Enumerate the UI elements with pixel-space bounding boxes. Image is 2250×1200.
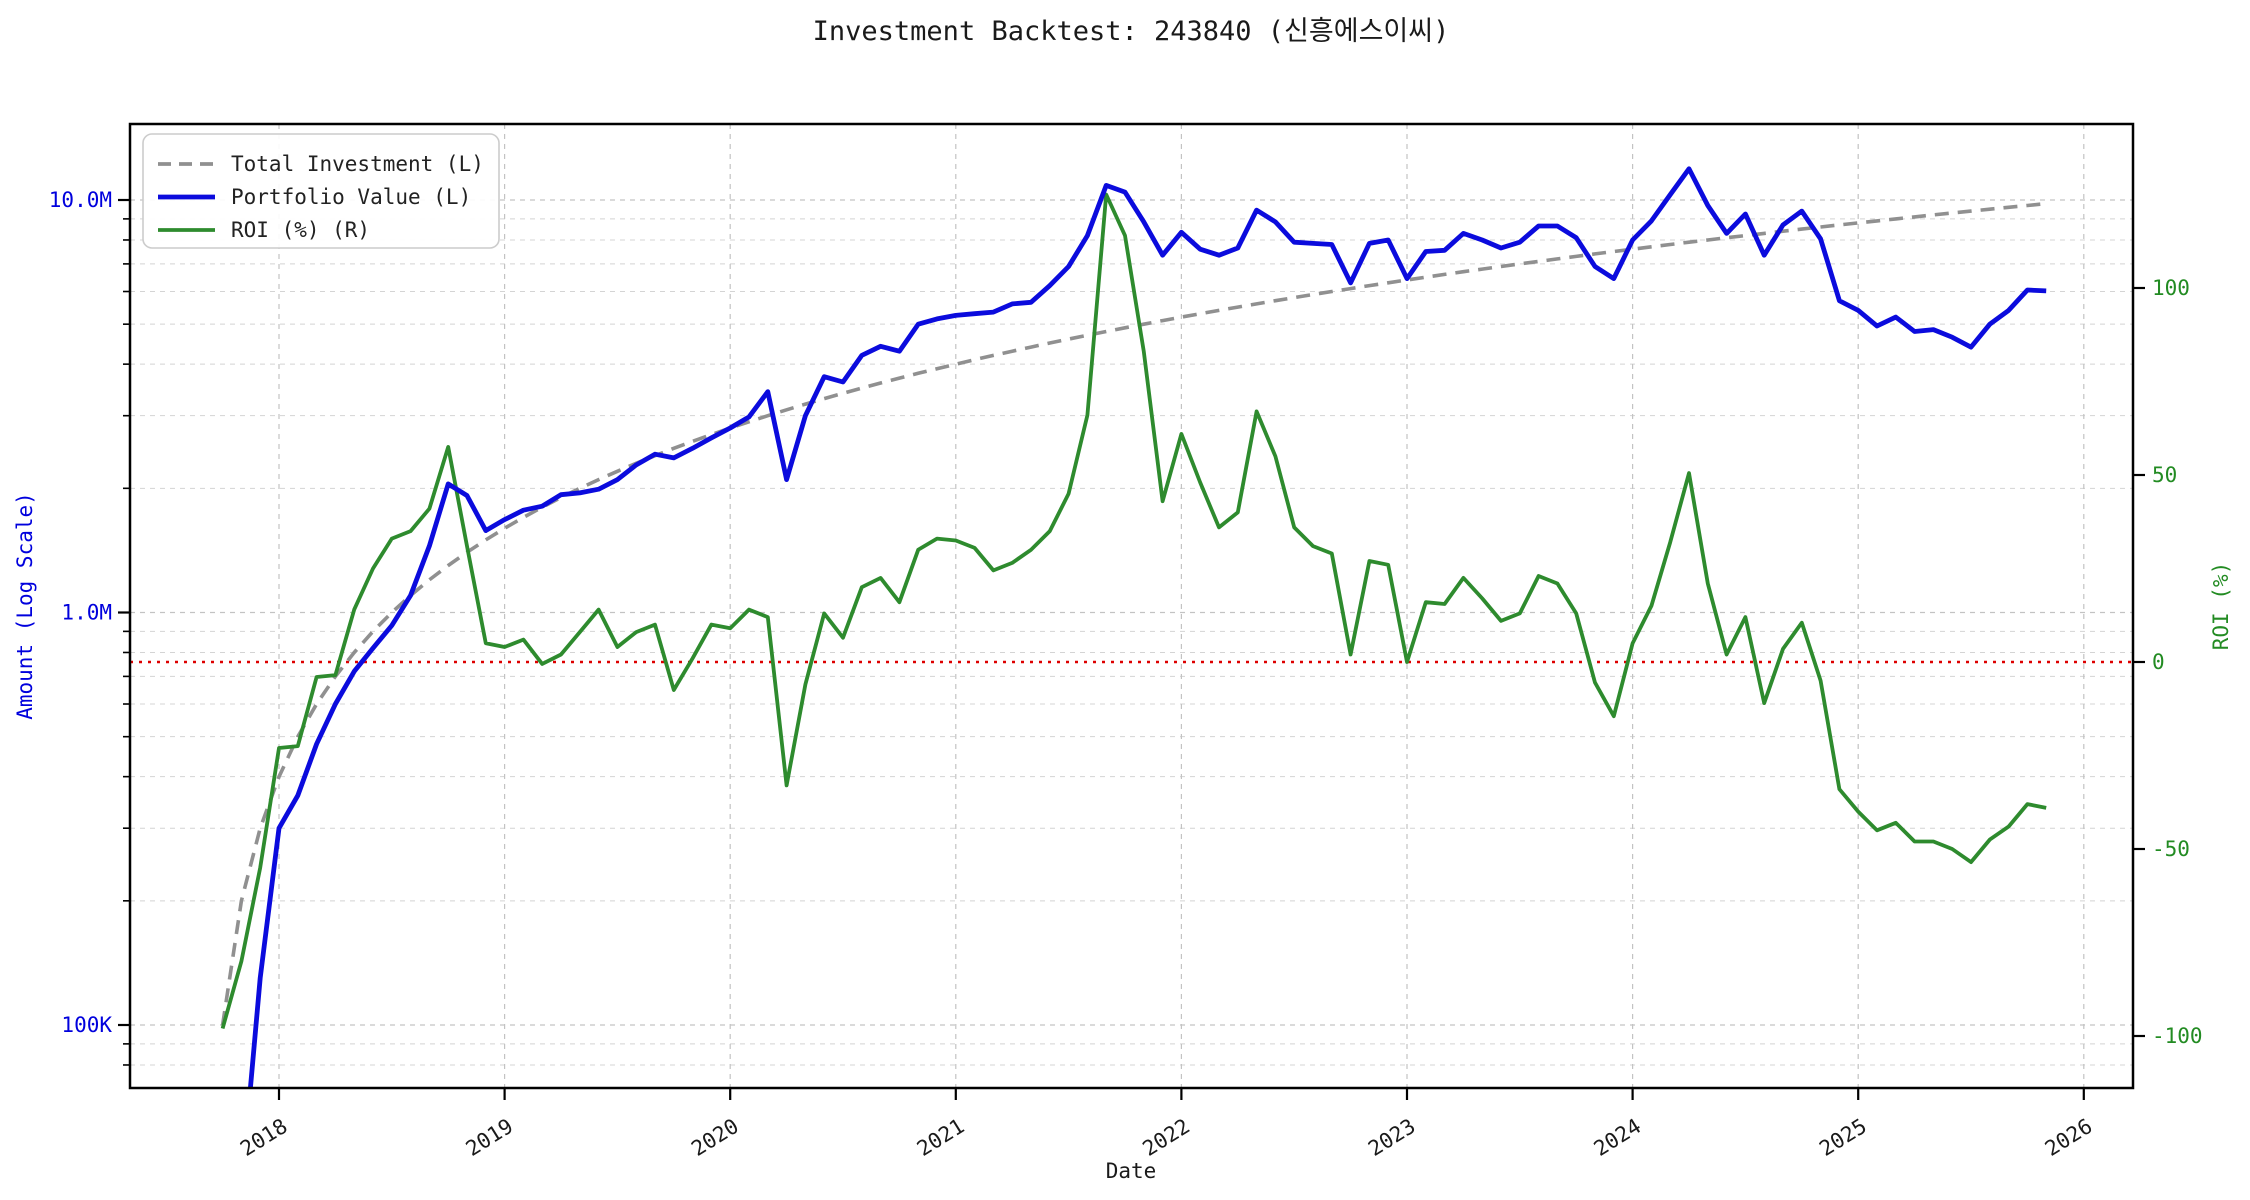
- chart-title: Investment Backtest: 243840 (신흥에스이씨): [813, 16, 1450, 47]
- total-investment-line: [220, 201, 2047, 1026]
- roi-line: [220, 192, 2047, 1030]
- right-tick-label: 100: [2152, 276, 2190, 300]
- left-tick-label: 1.0M: [61, 601, 112, 625]
- x-tick-label: 2020: [687, 1114, 743, 1161]
- x-tick-label: 2026: [2041, 1114, 2097, 1161]
- legend-label: Total Investment (L): [231, 152, 484, 176]
- data-series-layer: [130, 166, 2133, 1088]
- x-tick-label: 2024: [1590, 1114, 1646, 1161]
- axes-layer: [118, 122, 2145, 1100]
- x-tick-label: 2019: [462, 1114, 518, 1161]
- plot-border: [128, 122, 2135, 1090]
- legend-box: [142, 133, 500, 249]
- legend-label: ROI (%) (R): [231, 218, 370, 242]
- left-y-axis-label: Amount (Log Scale): [13, 492, 37, 720]
- right-tick-label: -100: [2152, 1024, 2203, 1048]
- x-tick-label: 2022: [1138, 1114, 1194, 1161]
- right-y-axis-label: ROI (%): [2209, 562, 2233, 651]
- legend-label: Portfolio Value (L): [231, 185, 471, 209]
- left-tick-label: 10.0M: [49, 188, 112, 212]
- left-tick-label: 100K: [61, 1013, 112, 1037]
- right-tick-label: 50: [2152, 463, 2177, 487]
- legend: Total Investment (L) Portfolio Value (L) R…: [142, 133, 500, 249]
- right-tick-label: 0: [2152, 650, 2165, 674]
- right-tick-label: -50: [2152, 837, 2190, 861]
- x-tick-label: 2021: [913, 1114, 969, 1161]
- x-tick-label: 2023: [1364, 1114, 1420, 1161]
- x-tick-label: 2025: [1815, 1114, 1871, 1161]
- x-tick-label: 2018: [236, 1114, 292, 1161]
- portfolio-value-line: [247, 166, 2047, 1088]
- tick-label-layer: 2018 2019 2020 2021 2022 2023 2024 2025 2026 100K…: [49, 188, 2203, 1161]
- x-axis-label: Date: [1106, 1159, 1157, 1183]
